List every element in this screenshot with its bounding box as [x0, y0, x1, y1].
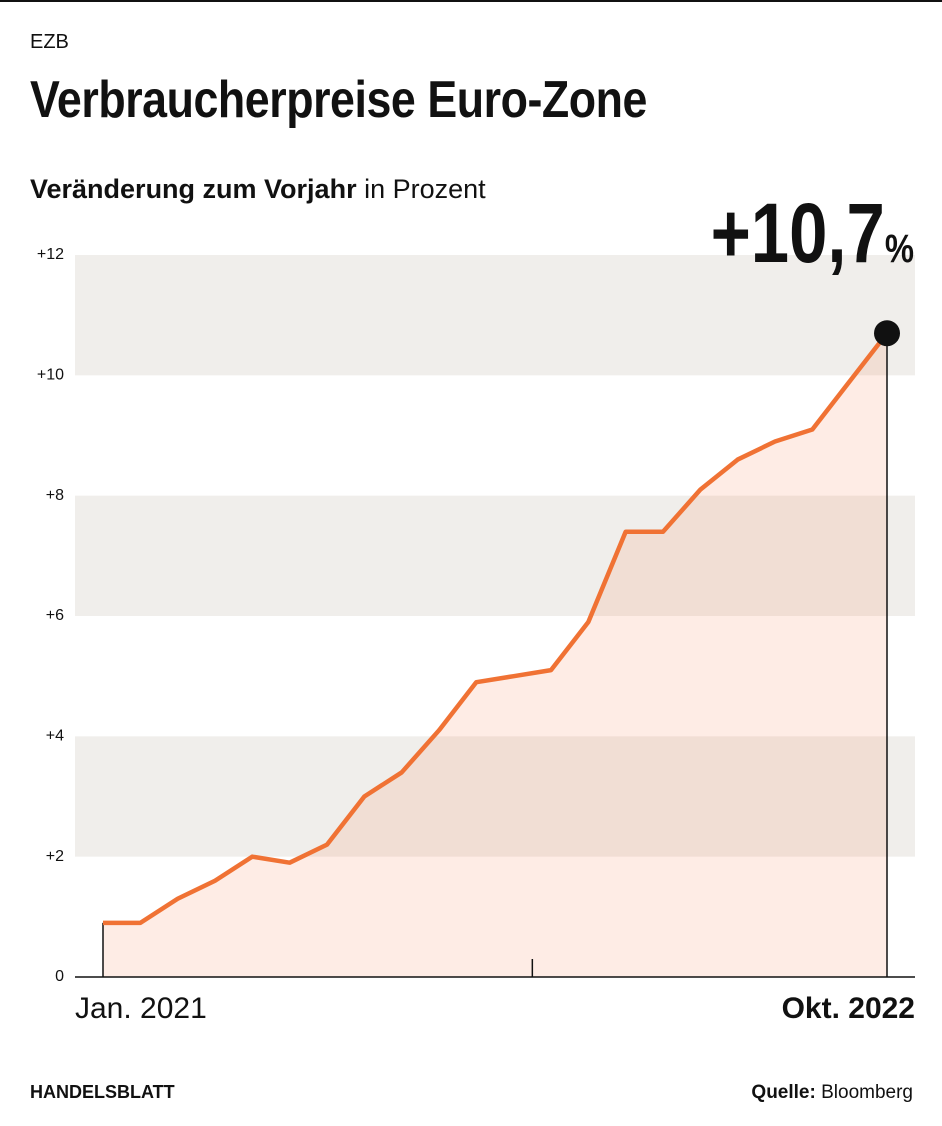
subtitle-normal: in Prozent — [364, 174, 486, 204]
y-tick-label: +2 — [46, 848, 64, 865]
source-name: Bloomberg — [821, 1082, 913, 1103]
y-tick-label: +12 — [37, 246, 64, 263]
chart-title: Verbraucherpreise Euro-Zone — [30, 71, 647, 129]
grid-band — [75, 255, 915, 376]
source-tag: EZB — [30, 31, 69, 53]
y-tick-label: +8 — [46, 487, 64, 504]
line — [103, 331, 889, 926]
source-note: Quelle: Bloomberg — [751, 1082, 913, 1103]
source-label: Quelle: — [751, 1082, 815, 1103]
area — [103, 333, 887, 977]
value-label: +10,7% — [711, 187, 914, 281]
y-tick-label: +6 — [46, 607, 64, 624]
x-tick-label: Jan. 2021 — [75, 992, 207, 1025]
subtitle-bold: Veränderung zum Vorjahr — [30, 174, 357, 204]
end-dot — [874, 320, 900, 347]
x-tick-label: Okt. 2022 — [782, 992, 915, 1025]
y-tick-label: 0 — [55, 968, 64, 985]
plot: 0 +2 +4 +6 +8 +10 +12 +10,7% Jan. 2021 Okt. 2022 — [37, 187, 915, 1025]
value-label-number: +10,7 — [711, 187, 885, 281]
y-tick-label: +10 — [37, 367, 64, 384]
grid-band — [75, 736, 915, 857]
value-label-unit: % — [885, 226, 914, 271]
brand: HANDELSBLATT — [30, 1082, 175, 1102]
subtitle: Veränderung zum Vorjahr in Prozent — [30, 174, 486, 204]
y-tick-label: +4 — [46, 728, 64, 745]
grid-band — [75, 495, 915, 616]
